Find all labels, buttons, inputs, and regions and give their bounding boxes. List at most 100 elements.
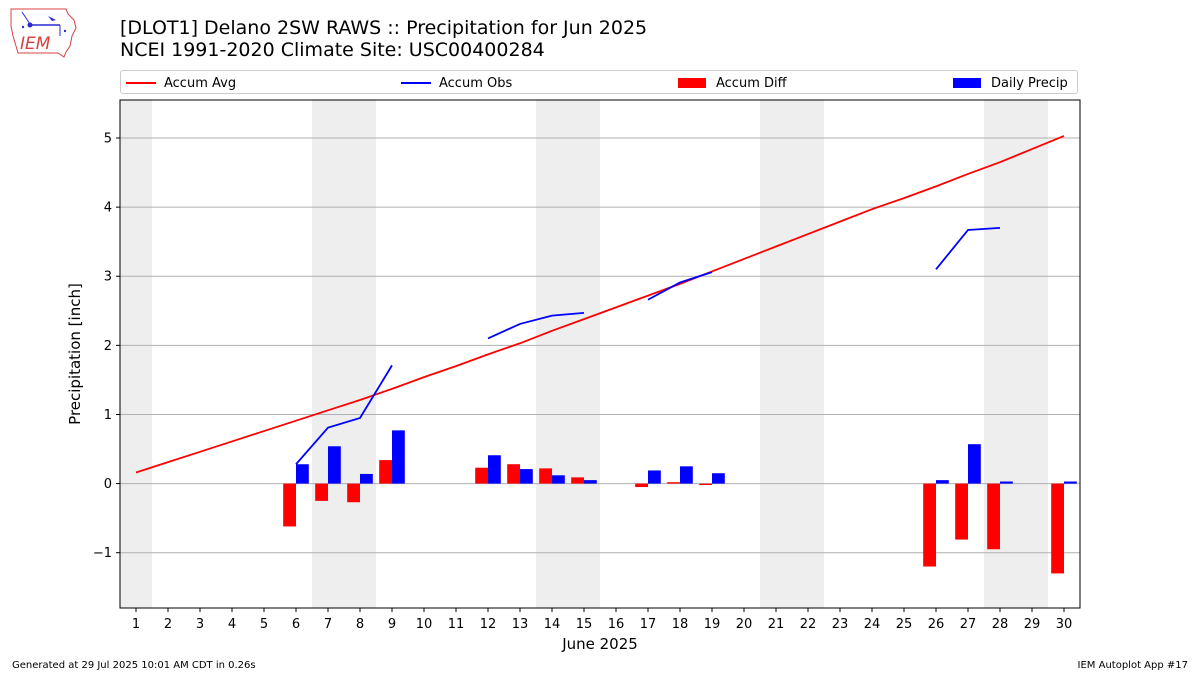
x-tick-label: 18 <box>672 617 689 632</box>
accum-obs-line <box>647 271 713 301</box>
accum-diff-bar <box>987 483 1000 550</box>
accum-obs-line <box>487 311 585 340</box>
y-tick-label: 2 <box>104 339 112 354</box>
legend: Accum Avg Accum Obs Accum Diff Daily Pre… <box>120 70 1078 94</box>
legend-swatch <box>953 78 981 88</box>
x-tick-label: 27 <box>960 617 977 632</box>
accum-diff-bar <box>955 483 968 540</box>
accum-diff-bar <box>667 482 680 484</box>
x-tick-label: 24 <box>864 617 881 632</box>
accum-avg-line <box>135 135 1065 474</box>
x-tick-label: 21 <box>768 617 785 632</box>
y-tick-label: 3 <box>104 270 112 285</box>
x-tick-label: 25 <box>896 617 913 632</box>
x-tick-label: 11 <box>448 617 465 632</box>
logo-text: IEM <box>20 34 51 54</box>
footer-app: IEM Autoplot App #17 <box>1077 660 1188 671</box>
x-tick-label: 9 <box>388 617 396 632</box>
x-tick-label: 17 <box>640 617 657 632</box>
weekend-shade <box>120 100 152 608</box>
y-tick-label: 5 <box>104 132 112 147</box>
y-axis-label: Precipitation [inch] <box>66 283 84 425</box>
y-tick-label: 0 <box>104 477 112 492</box>
daily-precip-bar <box>968 444 981 484</box>
accum-diff-bar <box>347 483 360 503</box>
daily-precip-bar <box>328 446 341 484</box>
accum-diff-bar <box>379 460 392 484</box>
x-tick-label: 10 <box>416 617 433 632</box>
weekend-shade <box>536 100 600 608</box>
x-tick-label: 12 <box>480 617 497 632</box>
accum-diff-bar <box>635 483 648 488</box>
x-axis-label: June 2025 <box>561 635 638 653</box>
x-tick-label: 26 <box>928 617 945 632</box>
accum-obs-line <box>295 364 393 465</box>
daily-precip-bar <box>1000 481 1013 484</box>
x-tick-label: 2 <box>164 617 172 632</box>
chart-title: [DLOT1] Delano 2SW RAWS :: Precipitation… <box>120 17 648 39</box>
x-tick-label: 1 <box>132 617 140 632</box>
legend-label: Accum Obs <box>439 75 513 91</box>
daily-precip-bar <box>680 466 693 484</box>
x-tick-label: 6 <box>292 617 300 632</box>
accum-diff-bar <box>539 468 552 484</box>
chart-subtitle: NCEI 1991-2020 Climate Site: USC00400284 <box>120 39 545 61</box>
accum-diff-bar <box>923 483 936 567</box>
iem-logo: IEM <box>10 8 77 58</box>
x-tick-label: 20 <box>736 617 753 632</box>
legend-swatch <box>401 82 431 84</box>
x-tick-label: 5 <box>260 617 268 632</box>
weekend-shade <box>760 100 824 608</box>
legend-label: Accum Avg <box>164 75 237 91</box>
accum-diff-bar <box>507 464 520 484</box>
legend-item-accum-avg: Accum Avg <box>126 74 236 92</box>
accum-diff-bar <box>475 467 488 484</box>
legend-swatch <box>126 82 156 84</box>
daily-precip-bar <box>584 480 597 484</box>
footer-generated: Generated at 29 Jul 2025 10:01 AM CDT in… <box>12 660 256 671</box>
y-tick-label: 1 <box>104 408 112 423</box>
x-tick-label: 3 <box>196 617 204 632</box>
daily-precip-bar <box>360 473 373 484</box>
accum-obs-line <box>935 226 1001 270</box>
x-tick-label: 28 <box>992 617 1009 632</box>
daily-precip-bar <box>712 473 725 484</box>
x-tick-label: 8 <box>356 617 364 632</box>
legend-label: Daily Precip <box>991 75 1068 91</box>
y-tick-label: −1 <box>93 546 112 561</box>
weekend-shade <box>312 100 376 608</box>
daily-precip-bar <box>936 480 949 484</box>
x-tick-label: 15 <box>576 617 593 632</box>
plot-frame <box>119 99 1081 609</box>
accum-diff-bar <box>1051 483 1064 574</box>
x-tick-label: 29 <box>1024 617 1041 632</box>
daily-precip-bar <box>552 475 565 484</box>
x-tick-label: 16 <box>608 617 625 632</box>
legend-item-accum-obs: Accum Obs <box>401 74 512 92</box>
x-tick-label: 19 <box>704 617 721 632</box>
accum-diff-bar <box>315 483 328 501</box>
y-tick-label: 4 <box>104 201 112 216</box>
accum-diff-bar <box>571 477 584 484</box>
legend-item-daily-precip: Daily Precip <box>953 74 1068 92</box>
x-tick-label: 7 <box>324 617 332 632</box>
x-tick-label: 14 <box>544 617 561 632</box>
weekend-shade <box>984 100 1048 608</box>
daily-precip-bar <box>1064 481 1077 484</box>
daily-precip-bar <box>488 455 501 484</box>
x-tick-label: 30 <box>1056 617 1073 632</box>
legend-swatch <box>678 78 706 88</box>
accum-diff-bar <box>283 483 296 527</box>
daily-precip-bar <box>520 469 533 484</box>
x-tick-label: 22 <box>800 617 817 632</box>
daily-precip-bar <box>392 430 405 484</box>
legend-item-accum-diff: Accum Diff <box>678 74 787 92</box>
daily-precip-bar <box>648 470 661 484</box>
x-tick-label: 23 <box>832 617 849 632</box>
x-tick-label: 4 <box>228 617 236 632</box>
daily-precip-bar <box>296 464 309 484</box>
legend-label: Accum Diff <box>716 75 787 91</box>
accum-diff-bar <box>699 483 712 485</box>
x-tick-label: 13 <box>512 617 529 632</box>
